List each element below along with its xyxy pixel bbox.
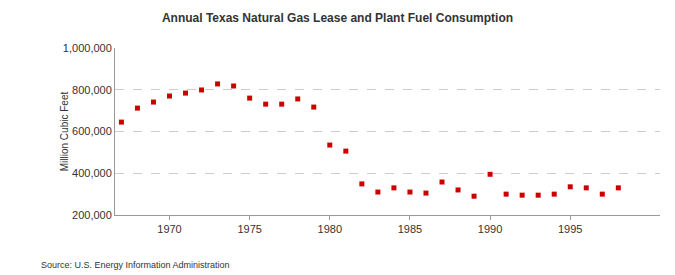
svg-text:400,000: 400,000	[72, 167, 112, 179]
svg-text:Annual Texas Natural Gas Lease: Annual Texas Natural Gas Lease and Plant…	[162, 11, 513, 25]
svg-text:1,000,000: 1,000,000	[63, 42, 112, 54]
svg-text:200,000: 200,000	[72, 209, 112, 221]
svg-text:600,000: 600,000	[72, 125, 112, 137]
svg-text:1985: 1985	[398, 223, 422, 235]
svg-text:1970: 1970	[157, 223, 181, 235]
svg-text:1990: 1990	[478, 223, 502, 235]
svg-text:800,000: 800,000	[72, 84, 112, 96]
svg-text:1975: 1975	[237, 223, 261, 235]
svg-text:Million Cubic Feet: Million Cubic Feet	[59, 92, 70, 172]
svg-text:Source: U.S. Energy Informatio: Source: U.S. Energy Information Administ…	[41, 260, 230, 270]
svg-text:1995: 1995	[558, 223, 582, 235]
svg-text:1980: 1980	[318, 223, 342, 235]
